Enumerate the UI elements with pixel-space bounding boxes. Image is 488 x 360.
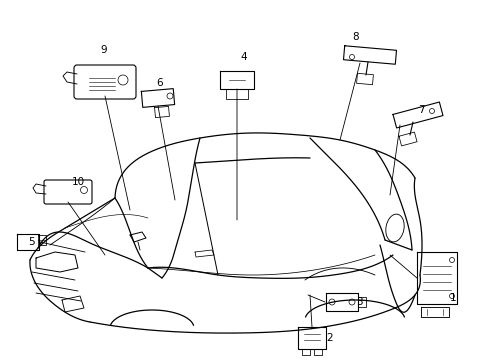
Text: 7: 7 [417,105,424,115]
Text: 8: 8 [352,32,359,42]
Text: 9: 9 [101,45,107,55]
Text: 1: 1 [449,293,456,303]
Text: 6: 6 [156,78,163,88]
Text: 2: 2 [325,333,332,343]
Text: 4: 4 [240,52,247,62]
Text: 5: 5 [28,237,35,247]
Text: 10: 10 [72,177,85,187]
Text: 3: 3 [355,297,362,307]
